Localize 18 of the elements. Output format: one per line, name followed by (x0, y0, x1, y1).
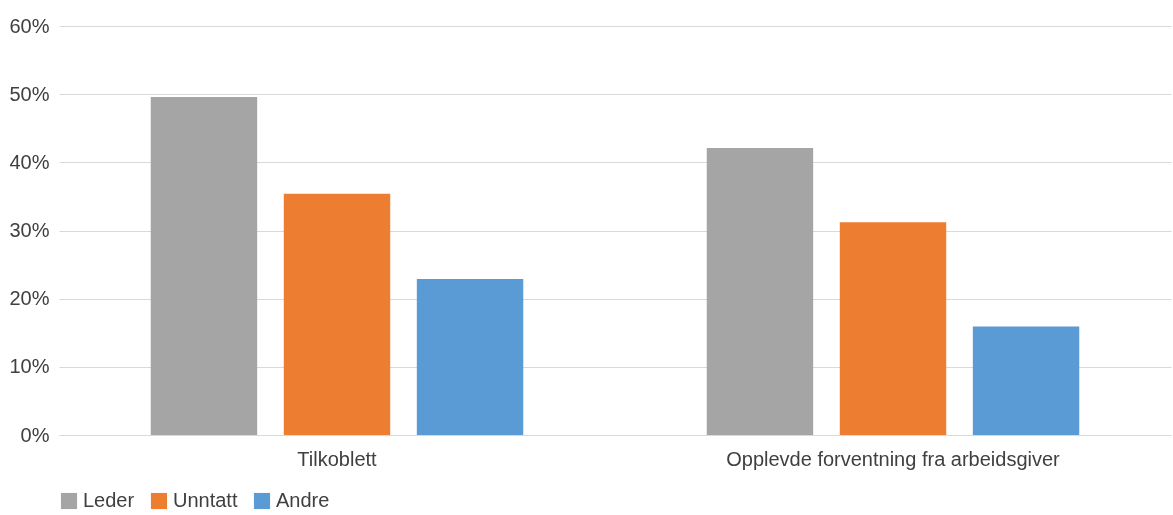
x-tick-label: Tilkoblett (297, 447, 378, 470)
y-tick-label: 20% (9, 287, 50, 310)
bar (972, 326, 1080, 435)
y-tick-label: 50% (9, 82, 50, 105)
legend-label: Unntatt (173, 489, 238, 511)
bar (150, 96, 258, 435)
y-tick-label: 30% (9, 219, 50, 241)
legend-label: Andre (276, 489, 330, 511)
bar (416, 278, 524, 435)
legend-label: Leder (83, 489, 135, 511)
y-tick-label: 60% (9, 14, 50, 37)
bar (283, 193, 391, 435)
bar (839, 222, 947, 435)
bar (706, 148, 814, 435)
y-tick-label: 0% (20, 423, 50, 446)
y-tick-label: 40% (9, 150, 50, 173)
y-tick-label: 10% (9, 355, 50, 378)
x-tick-label: Opplevde forventning fra arbeidsgiver (726, 447, 1061, 470)
